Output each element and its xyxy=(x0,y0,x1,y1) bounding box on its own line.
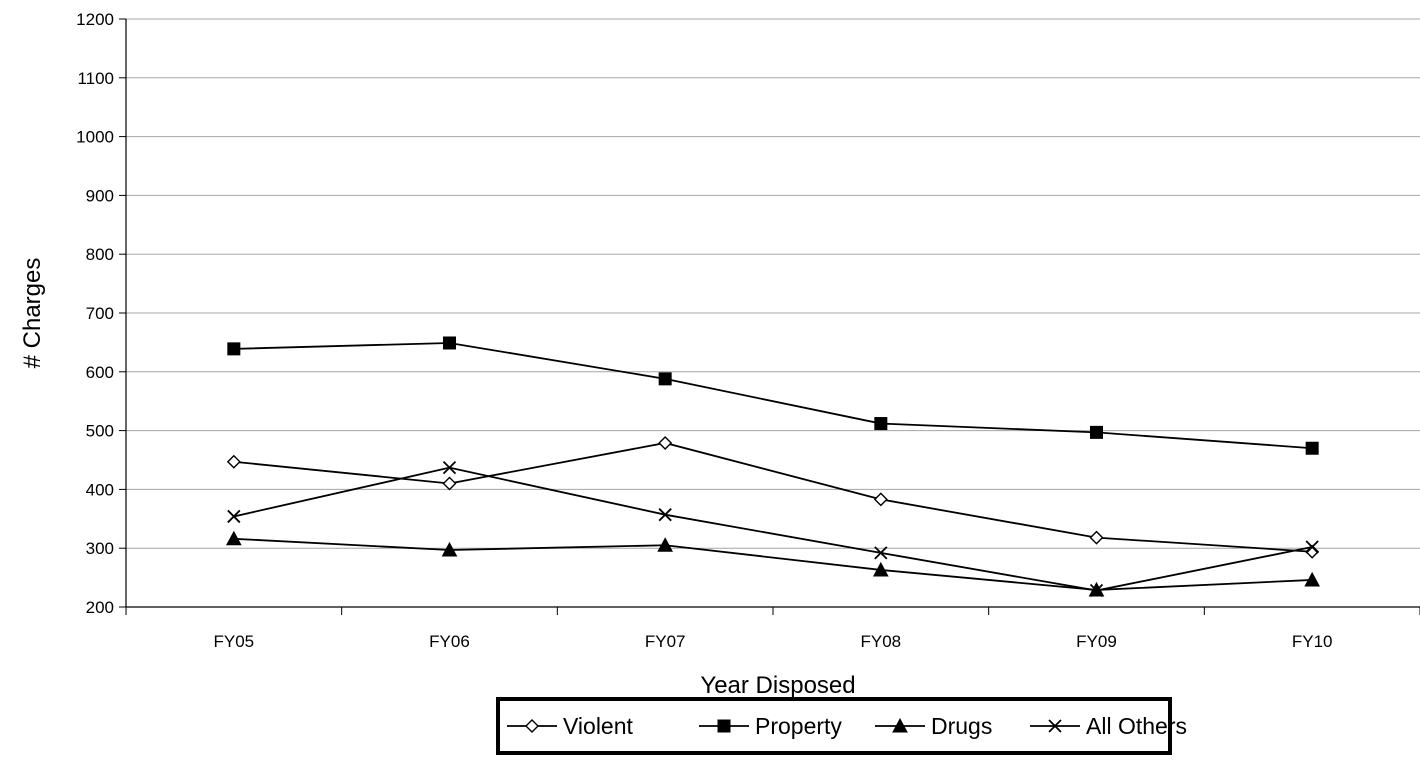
legend-item: Property xyxy=(699,713,842,739)
y-tick-label: 600 xyxy=(86,363,114,382)
x-tick-label: FY09 xyxy=(1076,632,1117,651)
legend-label: All Others xyxy=(1086,713,1187,739)
legend-item: Violent xyxy=(507,713,634,739)
y-tick-label: 1200 xyxy=(76,10,114,29)
data-point xyxy=(442,476,457,491)
legend-item: Drugs xyxy=(875,713,992,739)
series-group xyxy=(225,336,1321,598)
data-point xyxy=(443,336,456,350)
y-tick-label: 1000 xyxy=(76,128,114,147)
data-point xyxy=(1304,571,1321,587)
gridlines xyxy=(126,18,1420,549)
y-tick-label: 500 xyxy=(86,422,114,441)
legend-swatch-marker xyxy=(892,717,908,733)
y-tick-label: 800 xyxy=(86,245,114,264)
marker-stroke xyxy=(1305,540,1319,554)
data-point xyxy=(1305,540,1319,554)
marker-stroke xyxy=(442,461,457,475)
data-point xyxy=(441,541,458,557)
legend-item: All Others xyxy=(1030,713,1187,739)
x-tick-label: FY06 xyxy=(429,632,470,651)
series-line xyxy=(233,537,1313,591)
series-property xyxy=(227,336,1319,455)
data-point xyxy=(225,530,242,546)
x-tick-label: FY08 xyxy=(861,632,902,651)
data-point xyxy=(226,454,241,469)
y-tick-label: 900 xyxy=(86,186,114,205)
data-point xyxy=(1089,583,1104,598)
axes: 200 300 400 500 600 700 800 900 1000 1100 1200 FY05… xyxy=(76,10,1420,651)
data-point xyxy=(1305,441,1319,455)
data-point xyxy=(658,508,672,522)
data-point xyxy=(873,492,888,507)
data-point xyxy=(1090,425,1103,439)
legend-label: Violent xyxy=(563,713,634,739)
y-tick-label: 1100 xyxy=(77,69,114,88)
data-point xyxy=(874,546,888,560)
data-point xyxy=(227,509,241,524)
series-line xyxy=(233,466,1313,592)
data-point xyxy=(872,561,889,577)
series-line xyxy=(233,442,1313,553)
y-tick-label: 400 xyxy=(86,480,114,499)
marker-stroke xyxy=(874,546,888,560)
legend-swatch-marker xyxy=(1048,719,1062,733)
y-tick-label: 300 xyxy=(86,539,114,558)
series-violent xyxy=(226,435,1320,559)
x-axis-title: Year Disposed xyxy=(700,672,855,699)
series-all-others xyxy=(227,461,1319,598)
x-tick-label: FY07 xyxy=(645,632,686,651)
y-axis-title: # Charges xyxy=(19,258,46,369)
data-point xyxy=(227,342,241,356)
data-point xyxy=(1089,530,1104,545)
legend: Violent Property Drugs All Others xyxy=(496,697,1187,755)
data-point xyxy=(442,461,457,475)
legend-label: Property xyxy=(755,713,842,739)
marker-stroke xyxy=(227,509,241,524)
data-point xyxy=(874,417,888,431)
series-line xyxy=(233,342,1313,450)
legend-swatch-marker xyxy=(525,719,539,733)
y-tick-label: 200 xyxy=(86,598,114,617)
marker-stroke xyxy=(1048,719,1062,733)
marker-stroke xyxy=(658,508,672,522)
marker-stroke xyxy=(1089,583,1104,598)
data-point xyxy=(658,435,673,450)
x-tick-label: FY10 xyxy=(1292,632,1333,651)
data-point xyxy=(657,537,674,552)
legend-label: Drugs xyxy=(931,713,992,739)
y-tick-label: 700 xyxy=(86,304,114,323)
x-tick-label: FY05 xyxy=(214,632,255,651)
data-point xyxy=(658,372,672,386)
data-point xyxy=(1305,544,1320,559)
legend-swatch-marker xyxy=(717,719,731,733)
